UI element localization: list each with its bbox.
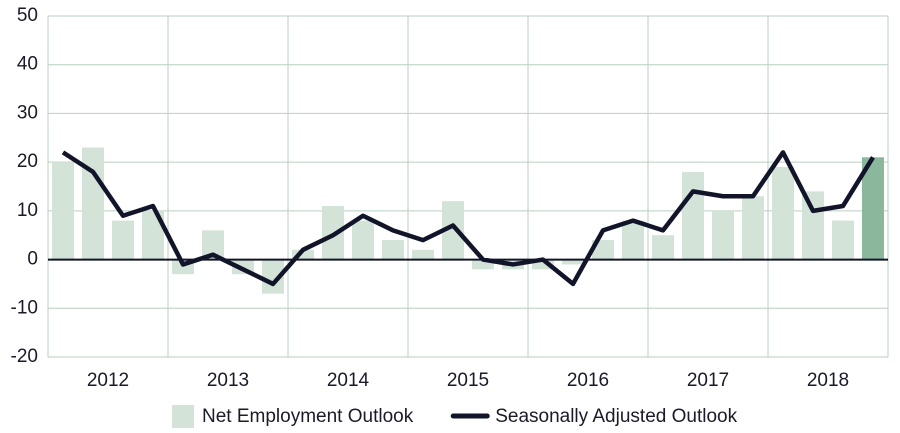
bar [652, 235, 674, 260]
y-tick-label: 30 [17, 102, 38, 123]
x-tick-label: 2018 [807, 370, 849, 391]
bar [52, 162, 74, 260]
bar [772, 167, 794, 260]
x-tick-label: 2012 [87, 370, 129, 391]
bar [202, 230, 224, 260]
bar [742, 196, 764, 260]
y-tick-label: -10 [11, 297, 38, 318]
y-tick-label: 10 [17, 200, 38, 221]
bar [472, 259, 494, 270]
bar [142, 210, 164, 260]
bar [682, 171, 704, 260]
legend-swatch [172, 405, 194, 428]
x-tick-label: 2015 [447, 370, 489, 391]
y-tick-label: 40 [17, 54, 38, 75]
y-tick-label: 0 [27, 249, 38, 270]
bar [712, 210, 734, 260]
bar [82, 147, 104, 260]
bar [562, 259, 584, 265]
bar [802, 191, 824, 260]
x-tick-label: 2014 [327, 370, 370, 391]
legend-label: Seasonally Adjusted Outlook [495, 406, 737, 427]
line [61, 150, 875, 287]
bar [112, 220, 134, 260]
bar [832, 220, 854, 260]
legend-label: Net Employment Outlook [202, 406, 414, 427]
bar [292, 249, 314, 260]
y-tick-label: -20 [11, 346, 38, 367]
x-tick-label: 2013 [207, 370, 249, 391]
bar [442, 201, 464, 260]
y-tick-label: 50 [17, 5, 38, 26]
bar [262, 259, 284, 294]
bar [412, 249, 434, 260]
x-tick-label: 2016 [567, 370, 609, 391]
bar [352, 220, 374, 260]
x-tick-label: 2017 [687, 370, 729, 391]
y-tick-label: 20 [17, 151, 38, 172]
bar [592, 240, 614, 260]
bar [862, 157, 884, 260]
bar [622, 220, 644, 260]
bar [532, 259, 554, 270]
bar [382, 240, 404, 260]
